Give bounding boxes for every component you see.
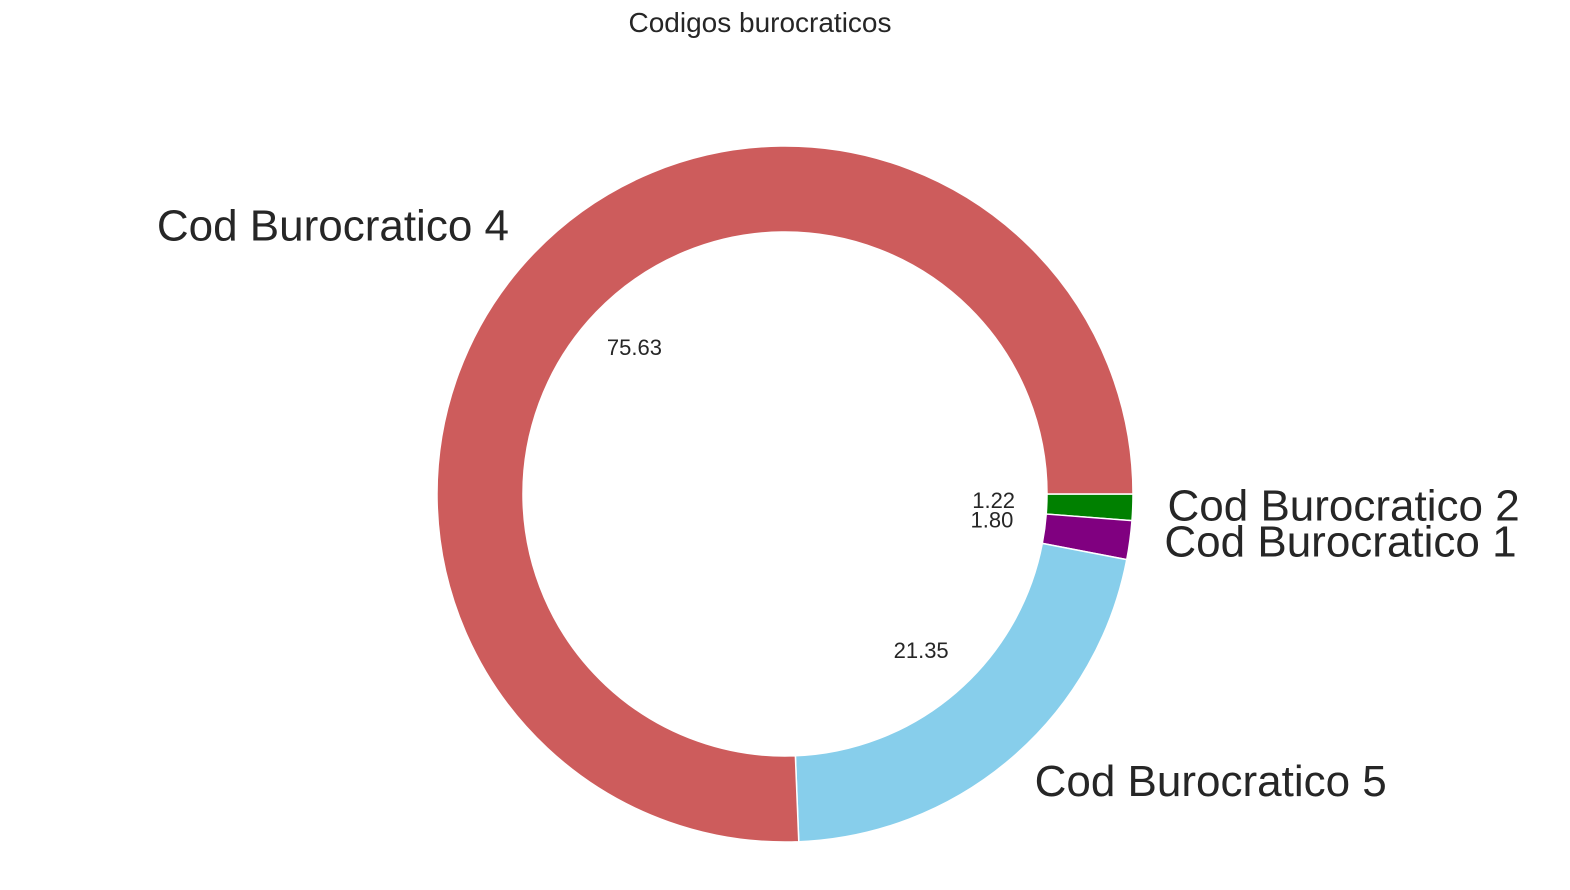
slice-value-label: 21.35 — [894, 638, 949, 663]
slice-label: Cod Burocratico 5 — [1035, 757, 1387, 806]
chart-title: Codigos burocraticos — [628, 7, 891, 38]
slice-value-label: 1.80 — [971, 508, 1014, 533]
slice-label: Cod Burocratico 2 — [1168, 481, 1520, 530]
slice-value-label: 75.63 — [607, 335, 662, 360]
slice-label: Cod Burocratico 1 — [1164, 517, 1516, 566]
slice-value-label: 1.22 — [972, 488, 1015, 513]
slices-layer — [436, 145, 1134, 843]
donut-slice — [436, 145, 1134, 843]
slice-label: Cod Burocratico 4 — [157, 201, 509, 250]
value-labels-layer: 1.221.80 21.35 75.63 — [607, 335, 1015, 663]
